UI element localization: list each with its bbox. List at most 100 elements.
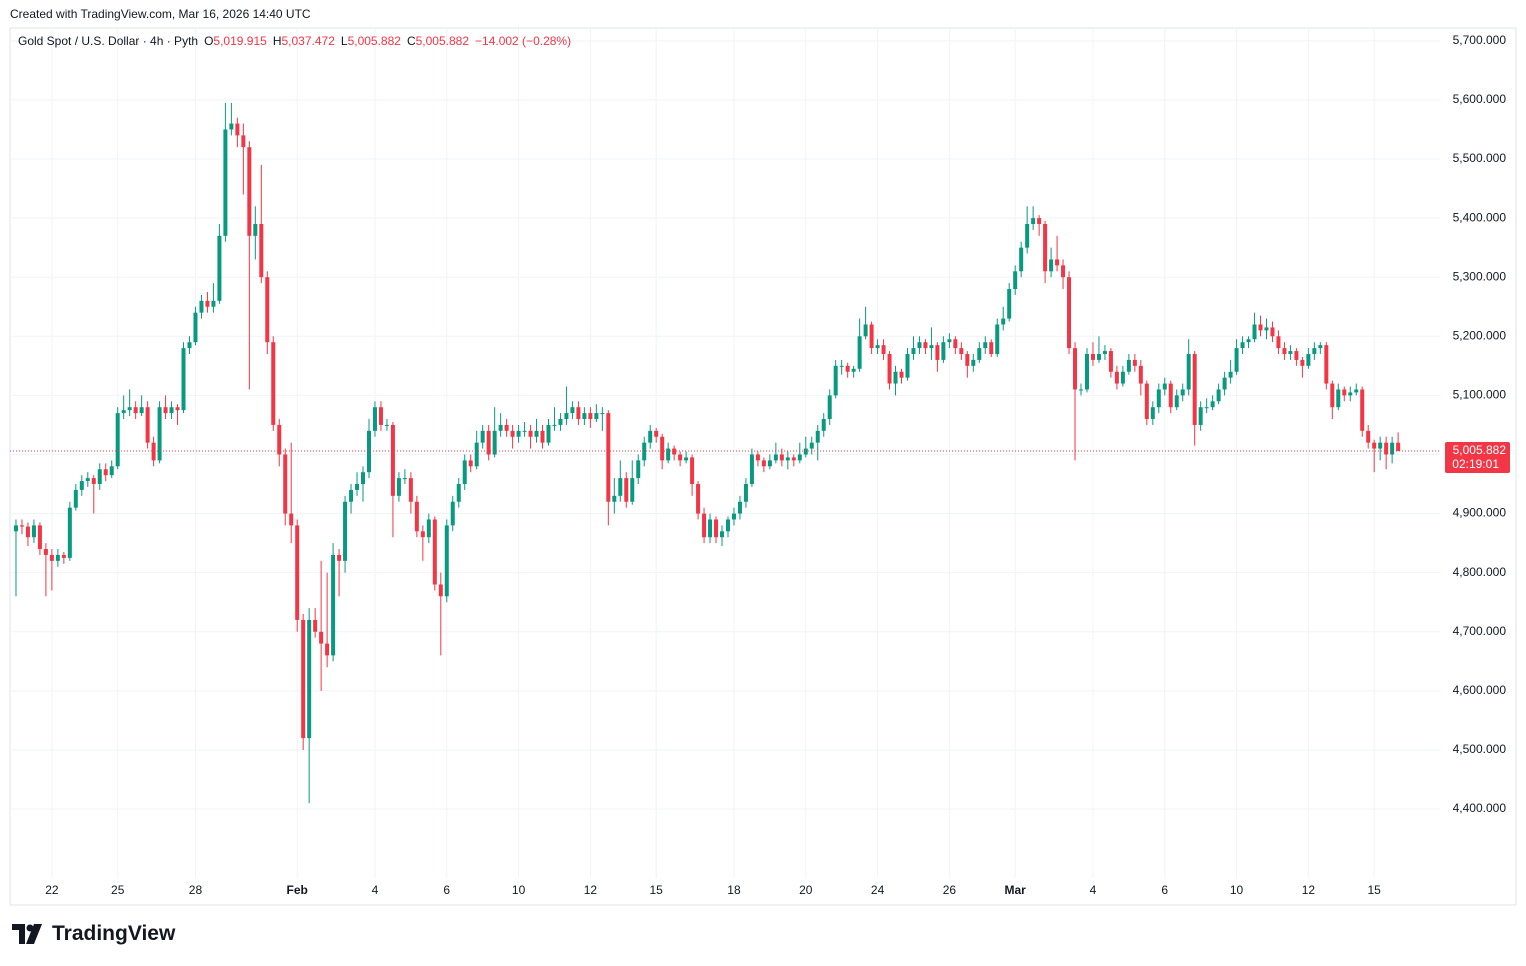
candle-body [127,407,132,411]
y-tick-label: 4,900.000 [1453,506,1507,520]
candle-body [1294,351,1299,360]
candle-body [845,365,850,372]
candle-body [1288,351,1293,355]
candle-body [1378,442,1383,449]
candle-body [941,342,946,360]
x-tick-label: 18 [727,883,741,897]
candle-body [1258,324,1263,331]
candle-body [947,339,952,343]
candle-body [995,324,1000,355]
candle-body [355,484,360,490]
candle-body [1342,389,1347,396]
candle-body [1037,218,1042,225]
candle-body [576,407,581,420]
candle-body [1354,389,1359,393]
candle-body [666,448,671,461]
y-tick-label: 5,100.000 [1453,388,1507,402]
candle-body [522,430,527,432]
candle-body [618,478,623,496]
candle-body [1079,389,1084,391]
candle-body [1007,289,1012,319]
candle-body [349,489,354,502]
candle-body [462,460,467,485]
y-tick-label: 5,600.000 [1453,92,1507,106]
candle-body [875,345,880,349]
x-tick-label: 10 [512,883,526,897]
candle-body [714,519,719,538]
footer: TradingView [12,922,175,946]
candle-body [1252,324,1257,340]
candle-body [426,519,431,538]
candle-body [1396,442,1401,452]
candle-body [343,501,348,561]
candle-body [971,359,976,366]
candle-body [199,300,204,313]
x-tick-label: 24 [871,883,885,897]
last-price-label: 5,005.882 [1453,443,1507,457]
candle-body [67,507,72,558]
candle-body [905,354,910,378]
candle-body [1132,359,1137,366]
x-tick-label: Feb [287,883,308,897]
candle-body [13,525,18,532]
candle-body [1114,371,1119,384]
candle-body [438,584,443,597]
candle-body [331,554,336,656]
candle-body [61,554,66,558]
candle-body [570,407,575,414]
x-tick-label: 6 [443,883,450,897]
candle-body [1138,365,1143,384]
candle-body [420,531,425,538]
candle-body [917,342,922,349]
candle-body [510,430,515,437]
candle-body [1282,348,1287,355]
last-price-box [1445,442,1510,474]
x-tick-label: 12 [584,883,598,897]
candle-body [19,525,24,527]
legend-key: L [340,34,348,48]
candle-body [743,484,748,502]
candle-body [1228,371,1233,378]
candle-body [187,342,192,349]
candle-body [540,430,545,443]
x-tick-label: 26 [943,883,957,897]
candle-body [313,619,318,632]
candle-body [259,224,264,278]
candle-body [1043,224,1048,272]
candle-body [1055,259,1060,266]
candle-body [1049,259,1054,272]
candle-body [474,442,479,467]
candle-body [366,430,371,473]
candle-body [821,419,826,431]
candle-body [1084,354,1089,390]
brand: TradingView [52,922,176,945]
candle-body [283,454,288,514]
x-tick-label: 28 [189,883,203,897]
candle-body [121,410,126,414]
candle-body [516,430,521,437]
candle-body [1073,348,1078,390]
candle-body [337,554,342,561]
candle-body [139,407,144,414]
legend-change: −14.002 (−0.28%) [475,34,572,48]
candle-body [857,336,862,369]
candle-body [295,525,300,620]
x-tick-label: 15 [650,883,664,897]
candle-body [1264,327,1269,331]
candle-body [594,413,599,420]
candle-body [1372,442,1377,449]
candle-body [444,525,449,597]
candle-body [767,460,772,467]
candle-body [1198,407,1203,425]
legend-key: O [204,34,214,48]
candle-body [1192,354,1197,425]
candle-body [797,454,802,461]
candle-body [1216,389,1221,402]
candle-body [217,235,222,301]
candle-body [761,460,766,467]
candle-body [1013,271,1018,290]
y-tick-label: 5,300.000 [1453,269,1507,283]
candle-body [1120,371,1125,384]
candle-body [151,442,156,461]
